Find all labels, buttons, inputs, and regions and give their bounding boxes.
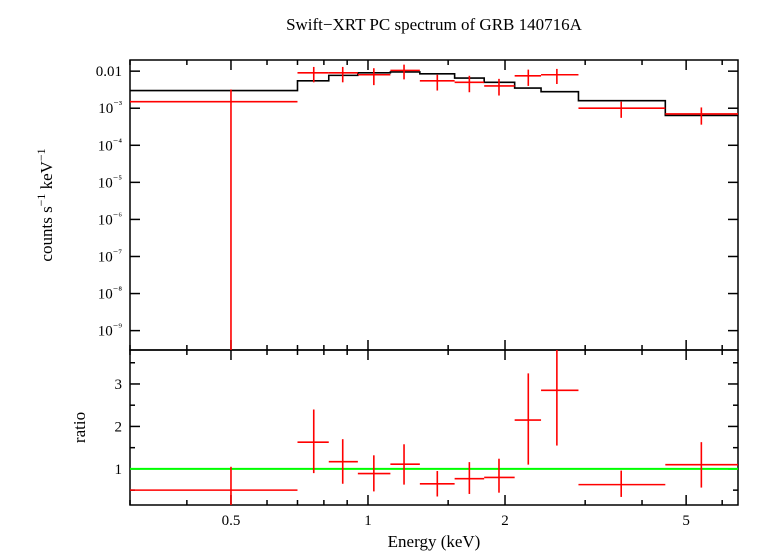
x-tick-label: 1 (364, 513, 372, 529)
y-tick-label-bottom: 2 (115, 419, 123, 435)
chart-title: Swift−XRT PC spectrum of GRB 140716A (286, 15, 583, 34)
chart-container: Swift−XRT PC spectrum of GRB 140716A 0.5 1… (0, 0, 758, 556)
x-axis-label: Energy (keV) (388, 532, 481, 551)
y-tick-label-top: 0.01 (96, 64, 122, 80)
x-tick-label: 0.5 (222, 513, 241, 529)
x-tick-label: 5 (682, 513, 690, 529)
x-tick-label: 2 (501, 513, 509, 529)
y-axis-label-bottom: ratio (70, 412, 89, 443)
y-tick-label-bottom: 3 (115, 377, 123, 393)
spectrum-plot: Swift−XRT PC spectrum of GRB 140716A 0.5 1… (0, 0, 758, 556)
y-tick-label-bottom: 1 (115, 462, 123, 478)
